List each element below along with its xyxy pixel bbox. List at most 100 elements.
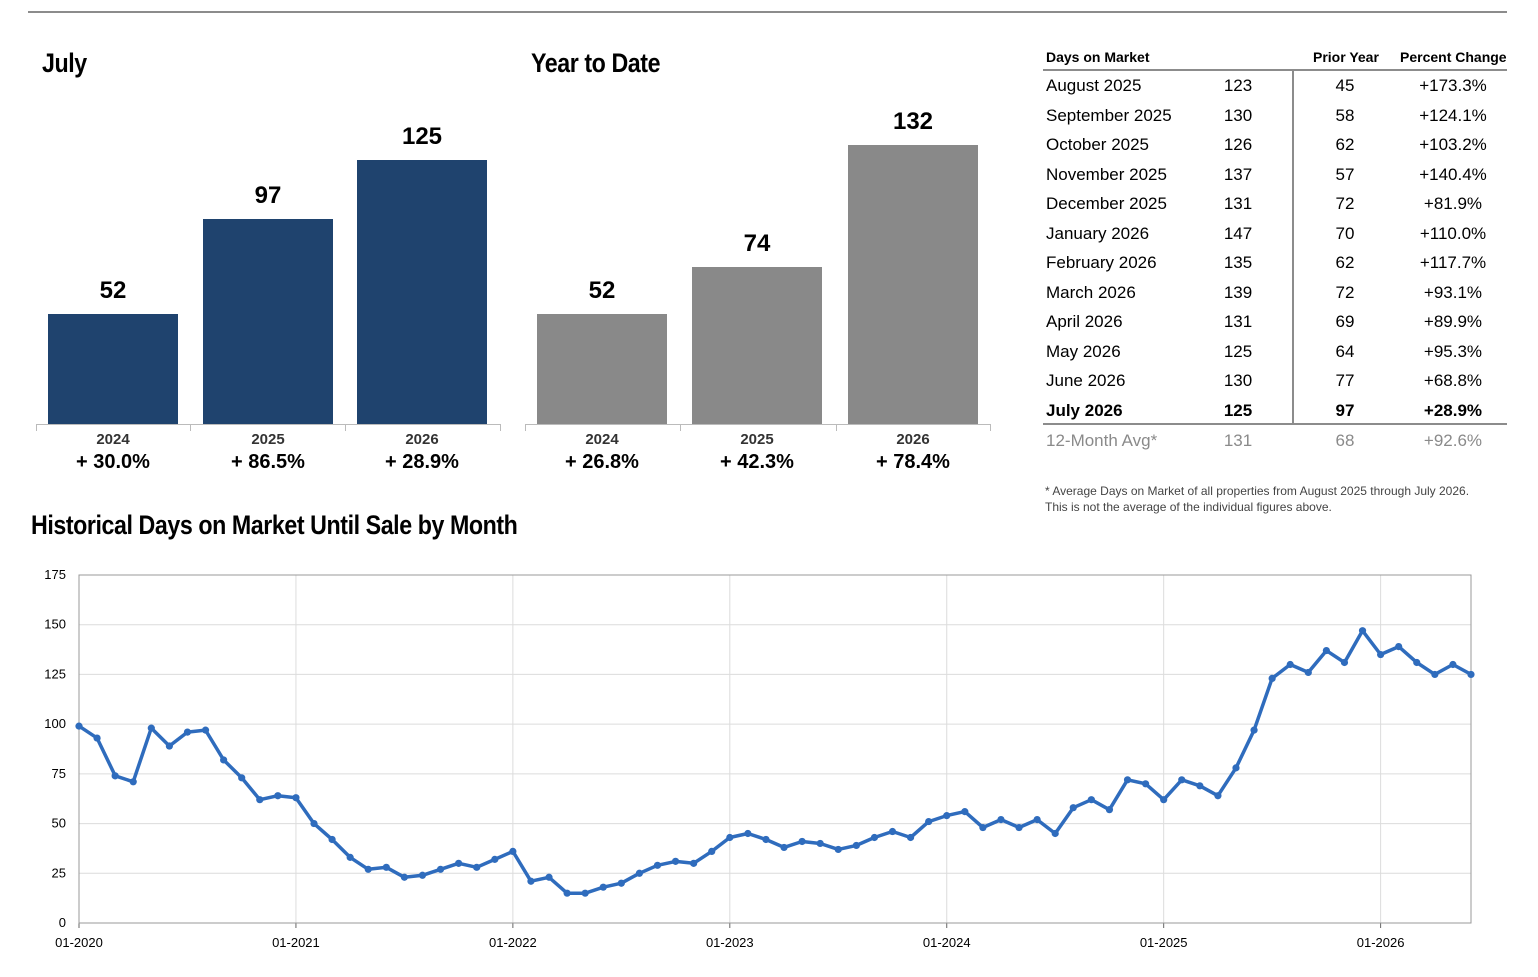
data-point — [906, 833, 915, 842]
data-point — [400, 873, 409, 881]
ytd-title: Year to Date — [531, 48, 661, 78]
data-point — [1322, 646, 1330, 655]
data-point — [798, 837, 806, 846]
row-current: 131 — [1223, 194, 1253, 213]
y-tick-label: 75 — [52, 766, 66, 781]
y-tick-label: 50 — [52, 816, 66, 831]
data-point — [310, 819, 318, 828]
table-row: October 2025 126 62 +103.2% — [1043, 132, 1507, 161]
table-footer-rule — [1043, 423, 1507, 425]
row-current: 125 — [1223, 341, 1253, 361]
table-row: August 2025 123 45 +173.3% — [1043, 73, 1507, 102]
ytd-axis-tick — [990, 424, 991, 431]
data-point — [979, 823, 987, 832]
row-prior: 58 — [1335, 105, 1355, 125]
data-point — [382, 863, 390, 871]
row-prior: 69 — [1335, 312, 1355, 331]
data-point — [1358, 627, 1367, 635]
data-point — [183, 728, 192, 736]
data-point — [925, 817, 933, 826]
row-percent-change: +93.1% — [1423, 282, 1483, 302]
x-tick-label: 01-2020 — [55, 935, 103, 950]
data-point — [1160, 796, 1168, 804]
data-point — [545, 873, 553, 881]
data-point — [635, 869, 644, 877]
data-point — [1033, 815, 1041, 824]
data-point — [617, 879, 625, 887]
row-month: December 2025 — [1046, 194, 1167, 213]
data-point — [834, 845, 842, 854]
row-percent-change: +140.4% — [1419, 164, 1487, 184]
ytd-bar-2024 — [537, 314, 667, 424]
y-tick-label: 25 — [52, 865, 66, 880]
row-month: January 2026 — [1046, 223, 1150, 243]
x-tick-label: 01-2026 — [1357, 935, 1405, 950]
avg-month: 12-Month Avg* — [1046, 431, 1158, 450]
data-point — [1123, 776, 1132, 784]
ytd-bar-change-2026: + 78.4% — [876, 451, 950, 473]
ytd-axis-tick — [680, 424, 681, 431]
data-point — [527, 877, 535, 885]
table-row: March 2026 139 72 +93.1% — [1043, 280, 1507, 309]
x-tick-label: 01-2021 — [272, 935, 320, 950]
footnote-line-1: * Average Days on Market of all properti… — [1045, 484, 1470, 498]
data-point — [816, 839, 824, 848]
table-row: December 2025 131 72 +81.9% — [1043, 191, 1507, 220]
data-point — [147, 724, 155, 732]
data-point — [256, 796, 264, 804]
data-point — [888, 827, 897, 836]
ytd-bar-change-2024: + 26.8% — [565, 451, 639, 473]
data-point — [274, 792, 282, 800]
y-tick-label: 100 — [44, 716, 66, 731]
row-percent-change: +110.0% — [1419, 223, 1487, 243]
top-rule — [28, 11, 1507, 13]
ytd-bar-change-2025: + 42.3% — [720, 451, 794, 473]
y-tick-label: 0 — [59, 915, 66, 930]
row-current: 126 — [1223, 135, 1253, 154]
data-point — [1377, 650, 1385, 659]
data-point — [165, 742, 173, 750]
ytd-bar-year-2024: 2024 — [585, 431, 619, 448]
row-percent-change: +89.9% — [1423, 312, 1483, 331]
data-point — [1431, 670, 1439, 679]
data-point — [1051, 829, 1059, 838]
table-row: June 2026 130 77 +68.8% — [1043, 368, 1507, 397]
july-axis-tick — [345, 424, 346, 431]
data-point — [93, 734, 101, 742]
table-row: September 2025 130 58 +124.1% — [1043, 103, 1507, 132]
row-month: July 2026 — [1046, 400, 1123, 420]
row-month: May 2026 — [1046, 341, 1121, 361]
ytd-axis-tick — [836, 424, 837, 431]
data-point — [690, 859, 698, 867]
data-point — [1178, 776, 1186, 784]
row-month: June 2026 — [1046, 371, 1126, 390]
row-percent-change: +81.9% — [1423, 194, 1483, 213]
table-header-prior: Prior Year — [1313, 49, 1379, 65]
july-bar-change-2024: + 30.0% — [76, 451, 150, 473]
july-bar-year-2026: 2026 — [405, 431, 439, 448]
data-point — [726, 833, 734, 842]
data-point — [509, 847, 517, 856]
row-prior: 70 — [1335, 223, 1355, 243]
y-tick-label: 150 — [44, 617, 66, 632]
data-point — [455, 859, 463, 867]
row-current: 131 — [1223, 312, 1253, 331]
table-header-pct: Percent Change — [1400, 49, 1507, 65]
data-point — [436, 865, 445, 873]
data-point — [1105, 806, 1114, 814]
x-tick-label: 01-2024 — [923, 935, 971, 950]
data-point — [708, 847, 716, 856]
july-axis-tick — [500, 424, 501, 431]
row-current: 125 — [1223, 400, 1253, 420]
table-row: November 2025 137 57 +140.4% — [1043, 162, 1507, 191]
table-avg-row: 12-Month Avg* 131 68 +92.6% — [1043, 428, 1507, 457]
row-percent-change: +103.2% — [1419, 135, 1487, 154]
data-point — [1087, 796, 1095, 804]
row-current: 135 — [1223, 253, 1253, 272]
july-bar-change-2026: + 28.9% — [385, 451, 459, 473]
data-point — [653, 861, 662, 869]
footnote-line-2: This is not the average of the individua… — [1045, 500, 1332, 514]
data-point — [418, 871, 427, 879]
row-prior: 97 — [1335, 400, 1355, 420]
row-prior: 77 — [1335, 371, 1355, 390]
